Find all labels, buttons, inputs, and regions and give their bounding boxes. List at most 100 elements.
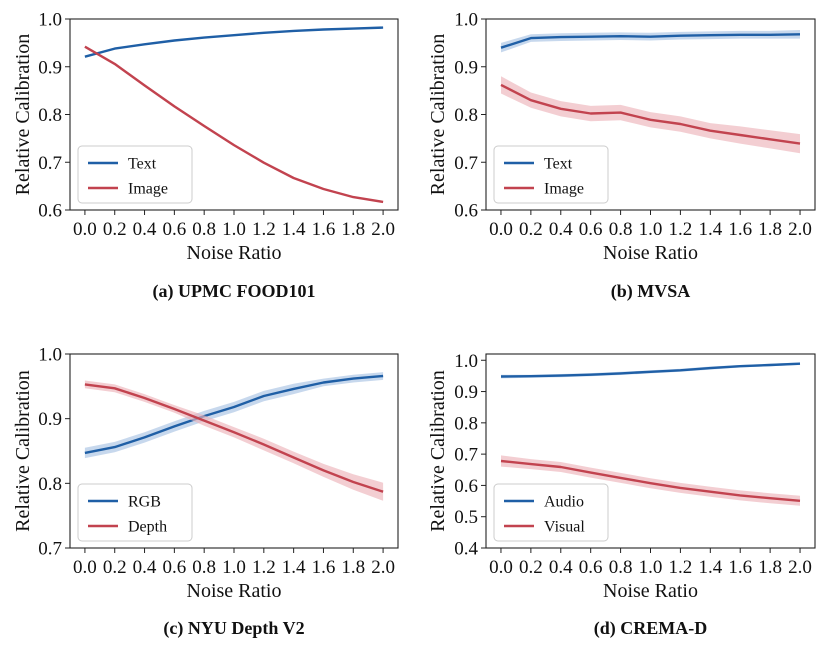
y-tick-label: 0.4 <box>454 539 478 560</box>
x-tick-label: 1.2 <box>669 219 693 240</box>
subfigure-caption: (c) NYU Depth V2 <box>163 618 304 639</box>
x-tick-label: 0.0 <box>489 557 513 578</box>
x-tick-label: 1.4 <box>698 557 722 578</box>
x-tick-label: 1.2 <box>669 557 693 578</box>
x-tick-label: 1.0 <box>222 557 246 578</box>
x-tick-label: 1.0 <box>639 557 663 578</box>
x-tick-label: 2.0 <box>371 219 395 240</box>
series-line <box>500 33 801 49</box>
legend-label: Visual <box>544 519 585 536</box>
x-tick-label: 1.0 <box>639 219 663 240</box>
y-tick-label: 0.7 <box>38 153 62 174</box>
y-tick-label: 0.9 <box>454 382 478 403</box>
series-line <box>500 83 801 145</box>
y-axis-label: Relative Calibration <box>12 34 34 196</box>
x-tick-label: 1.4 <box>282 219 306 240</box>
legend-label: Image <box>128 181 168 198</box>
x-tick-label: 0.6 <box>162 219 186 240</box>
x-tick-label: 1.0 <box>222 219 246 240</box>
x-tick-label: 0.4 <box>133 557 157 578</box>
y-tick-label: 0.8 <box>454 413 478 434</box>
x-tick-label: 0.4 <box>549 557 573 578</box>
x-tick-label: 0.0 <box>73 219 97 240</box>
x-tick-label: 2.0 <box>788 219 812 240</box>
series-line <box>84 45 384 204</box>
x-tick-label: 0.2 <box>103 557 127 578</box>
y-tick-label: 0.7 <box>38 539 62 560</box>
x-tick-label: 1.8 <box>341 219 365 240</box>
series-band <box>84 372 384 459</box>
series-band <box>501 30 800 53</box>
legend-label: RGB <box>128 494 161 511</box>
x-axis-label: Noise Ratio <box>187 242 282 264</box>
x-tick-label: 0.8 <box>192 219 216 240</box>
chart-panel: 0.60.70.80.91.00.0 0.2 0.4 0.6 0.8 1.0 1.2 1.4 1… <box>427 10 816 302</box>
y-tick-label: 1.0 <box>454 10 478 31</box>
y-tick-label: 0.7 <box>454 153 478 174</box>
x-tick-label: 1.4 <box>698 219 722 240</box>
y-tick-label: 0.8 <box>38 474 62 495</box>
x-tick-label: 1.8 <box>758 557 782 578</box>
y-tick-label: 0.7 <box>454 445 478 466</box>
series-line <box>84 374 384 455</box>
y-tick-label: 0.8 <box>38 105 62 126</box>
y-tick-label: 1.0 <box>454 351 478 372</box>
subfigure-caption: (d) CREMA-D <box>594 618 707 639</box>
x-axis-label: Noise Ratio <box>187 580 282 602</box>
x-tick-label: 0.2 <box>519 219 543 240</box>
x-tick-label: 0.8 <box>192 557 216 578</box>
x-tick-label: 0.4 <box>549 219 573 240</box>
x-tick-label: 0.2 <box>103 219 127 240</box>
x-axis-label: Noise Ratio <box>603 242 698 264</box>
y-axis-label: Relative Calibration <box>427 370 449 532</box>
x-tick-label: 1.4 <box>282 557 306 578</box>
y-tick-label: 0.9 <box>38 409 62 430</box>
x-tick-label: 1.8 <box>341 557 365 578</box>
series-line <box>500 362 801 378</box>
series-band <box>501 76 800 154</box>
chart-panel: 0.4 0.5 0.6 0.7 0.8 0.9 1.0 0.0 0.2 0.4 0.6 0.8 1.0 1… <box>427 351 816 639</box>
x-tick-label: 0.0 <box>73 557 97 578</box>
legend-label: Text <box>128 156 157 173</box>
x-tick-label: 1.6 <box>312 219 336 240</box>
x-tick-label: 0.8 <box>609 219 633 240</box>
x-tick-label: 1.2 <box>252 219 276 240</box>
x-tick-label: 1.8 <box>758 219 782 240</box>
x-tick-label: 0.2 <box>519 557 543 578</box>
x-tick-label: 0.4 <box>133 219 157 240</box>
x-tick-label: 0.8 <box>609 557 633 578</box>
legend-label: Depth <box>128 519 167 536</box>
x-tick-label: 1.6 <box>728 557 752 578</box>
y-tick-label: 1.0 <box>38 10 62 31</box>
y-axis-label: Relative Calibration <box>12 370 34 532</box>
x-tick-label: 1.2 <box>252 557 276 578</box>
y-axis-label: Relative Calibration <box>427 34 449 196</box>
series-band <box>84 380 384 501</box>
x-tick-label: 1.6 <box>728 219 752 240</box>
legend-label: Text <box>544 156 573 173</box>
y-tick-label: 0.6 <box>454 476 478 497</box>
y-tick-label: 0.9 <box>454 57 478 78</box>
y-tick-label: 0.8 <box>454 105 478 126</box>
chart-panel: 0.60.70.80.91.00.0 0.2 0.4 0.6 0.8 1.0 1.2 1.4 1… <box>12 10 399 302</box>
x-tick-label: 1.6 <box>312 557 336 578</box>
subfigure-caption: (a) UPMC FOOD101 <box>153 281 316 302</box>
x-tick-label: 2.0 <box>788 557 812 578</box>
legend-label: Audio <box>544 494 584 511</box>
x-tick-label: 0.6 <box>162 557 186 578</box>
x-tick-label: 0.6 <box>579 219 603 240</box>
series-line <box>84 383 384 493</box>
x-tick-label: 2.0 <box>371 557 395 578</box>
chart-panel: 0.7 0.8 0.9 1.0 0.0 0.2 0.4 0.6 0.8 1.0 1.2 1.4 1.6 1… <box>12 345 399 639</box>
y-tick-label: 0.5 <box>454 507 478 528</box>
series-line <box>500 459 801 502</box>
series-line <box>84 26 384 58</box>
subfigure-caption: (b) MVSA <box>611 281 691 302</box>
y-tick-label: 0.6 <box>38 201 62 222</box>
series-band <box>84 27 384 58</box>
y-tick-label: 0.9 <box>38 57 62 78</box>
legend-label: Image <box>544 181 584 198</box>
x-axis-label: Noise Ratio <box>603 580 698 602</box>
y-tick-label: 0.6 <box>454 201 478 222</box>
